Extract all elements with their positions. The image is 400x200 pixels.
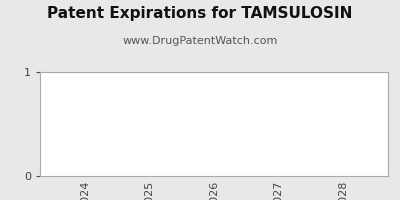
Text: www.DrugPatentWatch.com: www.DrugPatentWatch.com [122, 36, 278, 46]
Text: Patent Expirations for TAMSULOSIN: Patent Expirations for TAMSULOSIN [47, 6, 353, 21]
